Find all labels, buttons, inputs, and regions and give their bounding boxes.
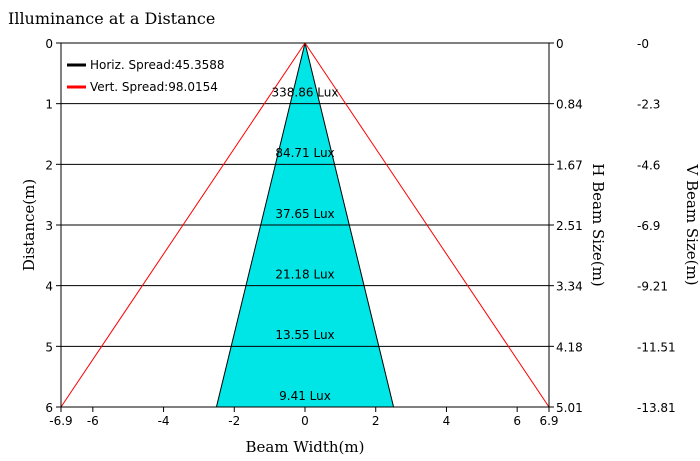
- x-tick-label: -6.9: [49, 414, 72, 428]
- v-beam-tick-label: -9.21: [637, 280, 668, 294]
- v-beam-tick-label: -0: [637, 37, 649, 51]
- axes: 0 1 2 3 4 5 6 0 0.84 1.67 2.51 3.34 4.18 5.01 -0 -2.3 -4…: [45, 37, 675, 428]
- x-tick-label: -4: [158, 414, 170, 428]
- h-beam-axis-label: H Beam Size(m): [589, 163, 607, 286]
- v-beam-tick-label: -11.51: [637, 340, 676, 354]
- h-beam-tick-label: 4.18: [556, 340, 583, 354]
- legend-label: Horiz. Spread:45.3588: [90, 58, 224, 72]
- y-tick-label: 6: [45, 401, 53, 415]
- y-tick-label: 3: [45, 219, 53, 233]
- legend: Horiz. Spread:45.3588 Vert. Spread:98.015…: [67, 58, 224, 94]
- x-tick-label: 0: [301, 414, 309, 428]
- lux-label: 13.55 Lux: [275, 328, 334, 342]
- lux-label: 21.18 Lux: [275, 268, 334, 282]
- lux-label: 84.71 Lux: [275, 146, 334, 160]
- x-tick-label: -6: [87, 414, 99, 428]
- x-tick-label: 2: [372, 414, 380, 428]
- plot-area: 338.86 Lux 84.71 Lux 37.65 Lux 21.18 Lux 13.…: [60, 42, 550, 408]
- legend-label: Vert. Spread:98.0154: [90, 80, 218, 94]
- v-beam-axis-label: V Beam Size(m): [683, 163, 700, 285]
- chart-title: Illuminance at a Distance: [8, 9, 215, 28]
- x-tick-label: 6.9: [539, 414, 558, 428]
- v-beam-line: [304, 42, 550, 408]
- h-beam-tick-label: 0.84: [556, 98, 583, 112]
- v-beam-tick-label: -6.9: [637, 219, 660, 233]
- h-beam-tick-label: 1.67: [556, 158, 583, 172]
- y-tick-label: 5: [45, 340, 53, 354]
- h-beam-tick-label: 2.51: [556, 219, 583, 233]
- y-tick-label: 4: [45, 280, 53, 294]
- v-beam-tick-label: -13.81: [637, 401, 676, 415]
- lux-label: 338.86 Lux: [272, 86, 339, 100]
- y-tick-label: 1: [45, 98, 53, 112]
- v-beam-line: [60, 42, 306, 408]
- v-beam-tick-label: -2.3: [637, 98, 660, 112]
- h-beam-tick-label: 5.01: [556, 401, 583, 415]
- h-beam-tick-label: 0: [556, 37, 564, 51]
- y-tick-label: 0: [45, 37, 53, 51]
- x-tick-label: -2: [228, 414, 240, 428]
- x-axis-label: Beam Width(m): [245, 438, 364, 456]
- v-beam-tick-label: -4.6: [637, 158, 660, 172]
- h-beam-tick-label: 3.34: [556, 280, 583, 294]
- x-tick-label: 4: [443, 414, 451, 428]
- x-tick-label: 6: [513, 414, 521, 428]
- lux-label: 9.41 Lux: [279, 389, 331, 403]
- lux-label: 37.65 Lux: [275, 207, 334, 221]
- y-tick-label: 2: [45, 158, 53, 172]
- y-axis-label: Distance(m): [20, 179, 38, 271]
